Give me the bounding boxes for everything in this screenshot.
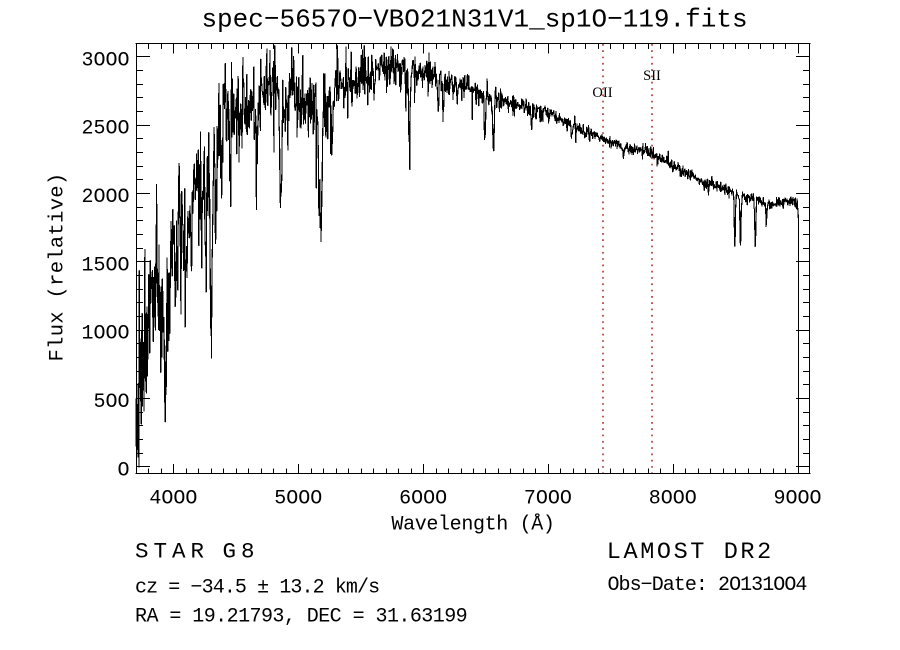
svg-text:spec−5657O−VBO21N31V1_sp1O−119: spec−5657O−VBO21N31V1_sp1O−119.fits bbox=[201, 4, 747, 34]
svg-text:RA = 19.21793, DEC = 31.6319: RA = 19.21793, DEC = 31.63199 bbox=[135, 606, 467, 629]
svg-text:25OO: 25OO bbox=[81, 118, 129, 141]
svg-text:O: O bbox=[117, 459, 129, 482]
svg-text:9OOO: 9OOO bbox=[773, 488, 821, 511]
svg-text:LAMOST DR2: LAMOST DR2 bbox=[607, 539, 774, 566]
svg-text:5OO: 5OO bbox=[93, 391, 129, 414]
svg-text:OII: OII bbox=[592, 85, 612, 101]
svg-text:Flux (relative): Flux (relative) bbox=[47, 172, 70, 361]
svg-text:7OOO: 7OOO bbox=[524, 488, 572, 511]
svg-text:5OOO: 5OOO bbox=[274, 488, 322, 511]
svg-text:8OOO: 8OOO bbox=[649, 488, 697, 511]
svg-text:STAR: STAR bbox=[135, 539, 209, 565]
svg-text:3OOO: 3OOO bbox=[81, 49, 129, 72]
svg-text:Wavelength (Å): Wavelength (Å) bbox=[391, 514, 554, 537]
svg-text:Obs−Date: 2O131OO4: Obs−Date: 2O131OO4 bbox=[608, 574, 807, 597]
svg-text:cz = −34.5 ± 13.2 km/s: cz = −34.5 ± 13.2 km/s bbox=[135, 577, 379, 600]
svg-text:2OOO: 2OOO bbox=[81, 186, 129, 209]
svg-text:6OOO: 6OOO bbox=[399, 488, 447, 511]
svg-text:1OOO: 1OOO bbox=[81, 323, 129, 346]
svg-text:4OOO: 4OOO bbox=[149, 488, 197, 511]
svg-text:G8: G8 bbox=[223, 539, 260, 565]
svg-text:SII: SII bbox=[643, 68, 661, 84]
svg-text:15OO: 15OO bbox=[81, 254, 129, 277]
